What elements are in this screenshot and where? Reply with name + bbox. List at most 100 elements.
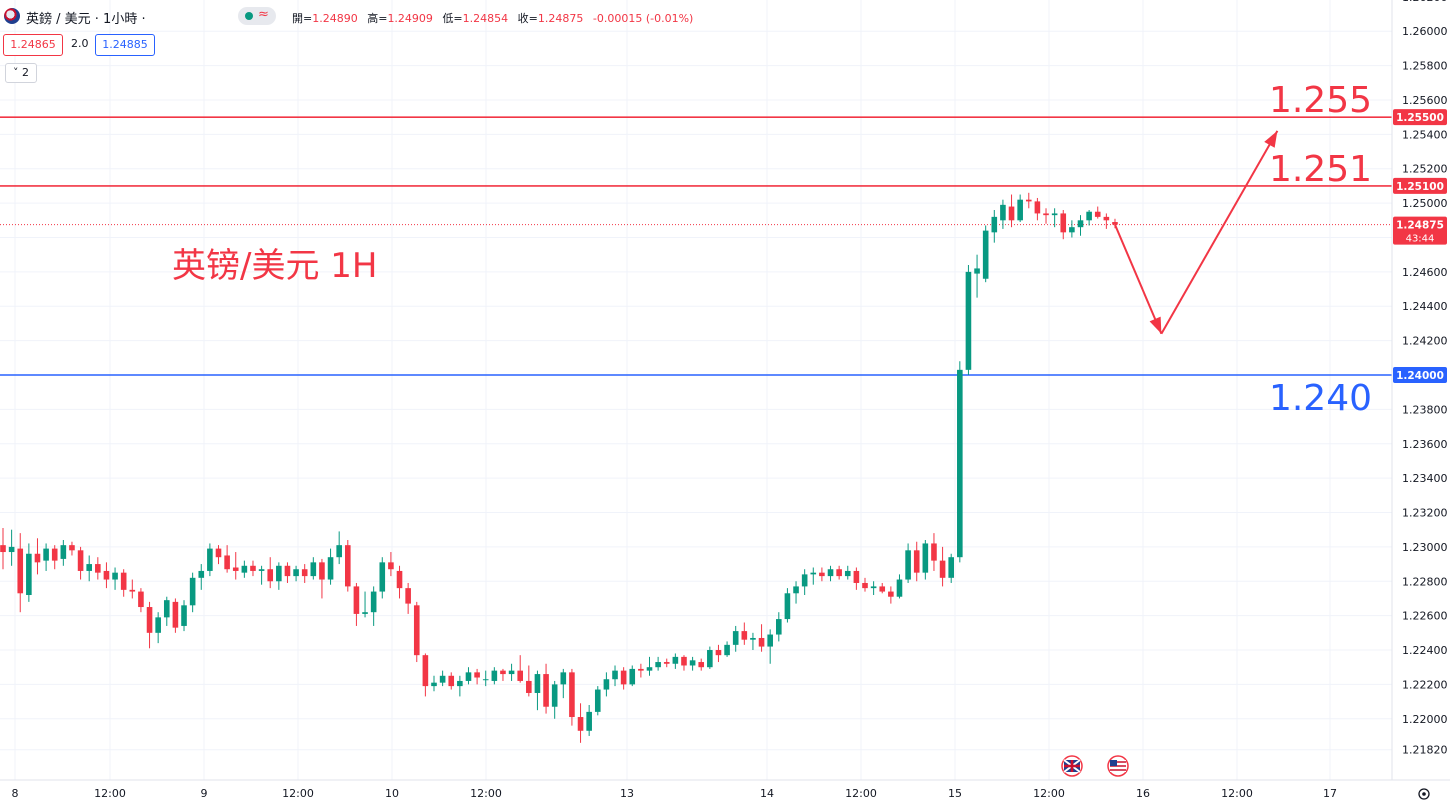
candle: [1017, 194, 1023, 223]
usd-event-flag-icon[interactable]: [1107, 755, 1129, 777]
candle-body: [362, 612, 368, 614]
candle: [1008, 194, 1015, 228]
candle: [405, 582, 411, 614]
candle: [362, 591, 368, 618]
candle: [155, 612, 161, 644]
candle: [767, 629, 773, 664]
candle: [836, 565, 842, 580]
candle: [853, 567, 860, 590]
candle: [526, 665, 532, 697]
candle: [267, 557, 274, 589]
candle-body: [172, 601, 179, 628]
candle-body: [500, 670, 506, 675]
arrow-up-leg-head: [1264, 130, 1278, 148]
candle-body: [750, 637, 756, 640]
candle-body: [448, 675, 455, 687]
candle-body: [138, 591, 144, 608]
candle: [1103, 213, 1110, 229]
candle: [396, 565, 403, 599]
change-value: -0.00015 (-0.01%): [592, 12, 694, 25]
candle: [276, 562, 282, 590]
candle: [586, 705, 592, 736]
candle: [517, 655, 523, 683]
candle-body: [948, 557, 954, 578]
last-price-tag: [1393, 216, 1447, 245]
sell-price-button[interactable]: 1.24865: [3, 34, 63, 56]
candle-body: [1043, 213, 1049, 216]
candle-body: [810, 572, 817, 575]
countdown-text: 43:44: [1406, 234, 1435, 245]
chart-header: 英鎊 / 美元 · 1小時 · ≈ 開=1.24890 高=1.24909 低=…: [0, 0, 760, 34]
candle-body: [560, 672, 567, 685]
candle: [34, 538, 41, 575]
candle: [241, 560, 248, 578]
candle-body: [594, 689, 601, 712]
candle-body: [198, 570, 205, 578]
candle-body: [155, 617, 161, 633]
candle-body: [707, 650, 713, 668]
candle-body: [103, 570, 110, 580]
candle-body: [431, 682, 437, 687]
candle-body: [405, 588, 411, 604]
annotation-text[interactable]: 英镑/美元 1H: [172, 246, 377, 286]
candle-body: [293, 569, 299, 577]
candle: [103, 562, 110, 589]
candle-body: [327, 557, 334, 580]
ohlc-legend: 開=1.24890 高=1.24909 低=1.24854 收=1.24875 …: [292, 10, 699, 26]
candle-body: [0, 545, 6, 553]
candle-body: [724, 644, 730, 656]
trend-arrow-drawing[interactable]: [1114, 130, 1279, 335]
candle: [51, 545, 58, 570]
candle-body: [250, 565, 256, 571]
candle-body: [836, 569, 842, 577]
candle-body: [388, 562, 394, 570]
gbp-usd-flag-icon: [4, 8, 20, 24]
candle-body: [17, 548, 24, 594]
candle-body: [1103, 216, 1110, 221]
price-tick-label: 1.24600: [1402, 266, 1448, 279]
candle: [491, 667, 498, 685]
gbp-event-flag-icon[interactable]: [1061, 755, 1083, 777]
candle: [879, 582, 886, 594]
price-tick-label: 1.23000: [1402, 541, 1448, 554]
candle: [534, 670, 541, 711]
horizontal-level-lines[interactable]: [0, 116, 1392, 376]
symbol-title[interactable]: 英鎊 / 美元 · 1小時 ·: [26, 12, 146, 27]
indicators-toggle[interactable]: ˅ 2: [5, 63, 37, 83]
level-text: 1.255: [1269, 80, 1372, 121]
time-axis[interactable]: 8 12:00 9 12:00 10 12:00 13 14 12:00 15 12:00 16 12:…: [12, 787, 1338, 800]
candle-body: [870, 586, 877, 589]
settings-icon[interactable]: [1418, 788, 1430, 800]
level-labels: 1.255 1.251 1.240: [1269, 80, 1372, 419]
candle-body: [1017, 199, 1023, 221]
buy-price-button[interactable]: 1.24885: [95, 34, 155, 56]
candle-body: [1077, 220, 1084, 228]
candle: [629, 665, 636, 687]
candle-body: [612, 670, 618, 680]
candle: [870, 581, 877, 596]
candle: [17, 533, 24, 613]
candle-body: [336, 545, 342, 558]
candle-body: [922, 543, 929, 573]
candle-body: [655, 662, 661, 668]
candle-body: [34, 553, 41, 563]
candle: [353, 582, 360, 626]
candle: [784, 588, 791, 623]
market-status-pill[interactable]: ≈: [238, 7, 276, 25]
candle-body: [879, 586, 886, 592]
candle-body: [439, 675, 446, 683]
candle: [508, 663, 515, 681]
candle-body: [267, 569, 274, 582]
price-tick-label: 1.22400: [1402, 644, 1448, 657]
candle: [612, 665, 618, 687]
candle: [388, 552, 394, 577]
candle-body: [569, 672, 575, 718]
candle-body: [689, 660, 696, 666]
candle-body: [1086, 211, 1092, 221]
candle-body: [8, 546, 15, 553]
price-tick-label: 1.22800: [1402, 575, 1448, 588]
candle: [724, 641, 730, 657]
candle: [448, 672, 455, 690]
